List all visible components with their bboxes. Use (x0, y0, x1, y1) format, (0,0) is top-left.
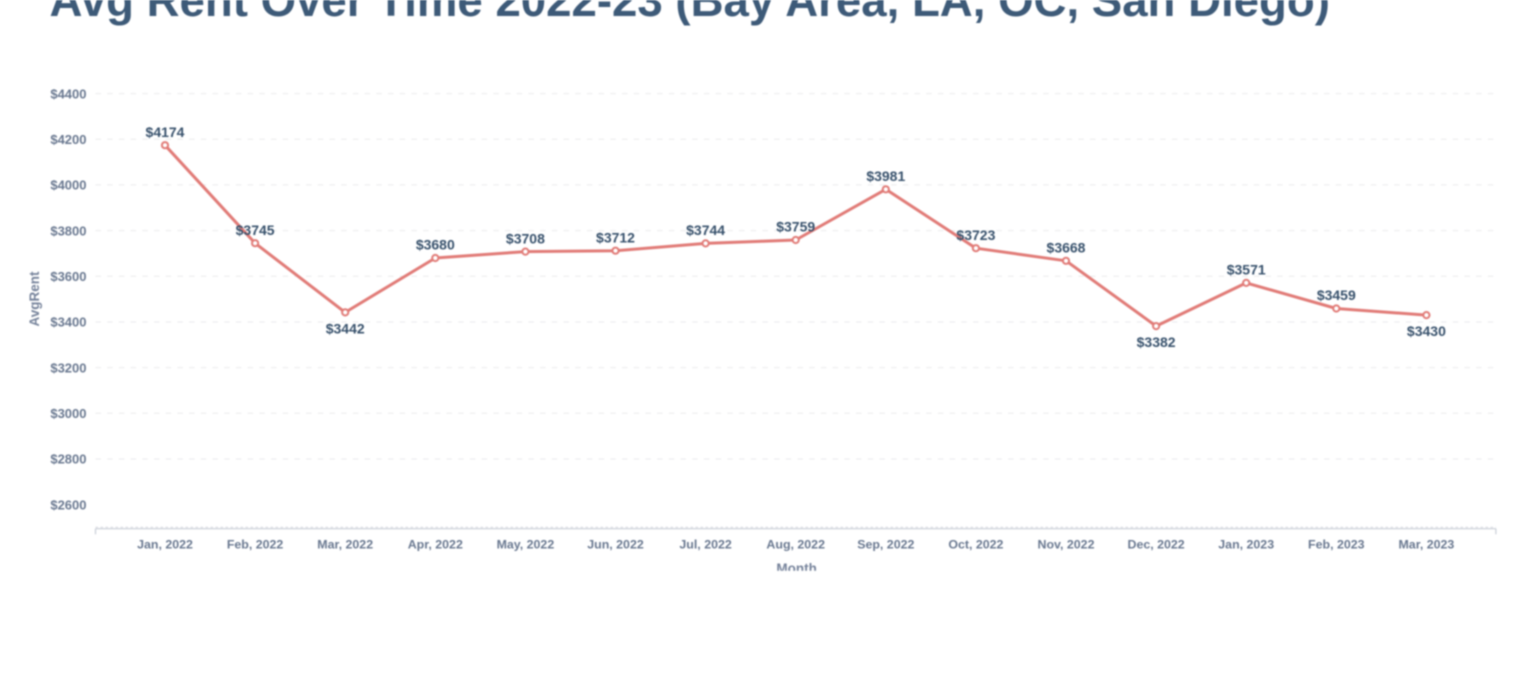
svg-text:Sep, 2022: Sep, 2022 (857, 537, 914, 551)
svg-text:Feb, 2022: Feb, 2022 (227, 537, 284, 551)
svg-text:$3759: $3759 (776, 219, 815, 235)
svg-text:$3745: $3745 (236, 222, 275, 238)
svg-text:Avg Rent Over Time 2022-23 (Ba: Avg Rent Over Time 2022-23 (Bay Area, LA… (50, 0, 1330, 26)
svg-text:Jan, 2022: Jan, 2022 (137, 537, 193, 551)
svg-text:Jun, 2022: Jun, 2022 (587, 537, 644, 551)
svg-text:$3800: $3800 (50, 223, 86, 238)
svg-text:$3723: $3723 (956, 227, 995, 243)
svg-text:$3571: $3571 (1227, 262, 1266, 278)
svg-text:Jan, 2023: Jan, 2023 (1218, 537, 1274, 551)
svg-text:$4200: $4200 (50, 132, 86, 147)
svg-text:Oct, 2022: Oct, 2022 (948, 537, 1003, 551)
svg-text:Mar, 2022: Mar, 2022 (317, 537, 373, 551)
svg-text:$4400: $4400 (50, 86, 86, 101)
svg-text:May, 2022: May, 2022 (497, 537, 555, 551)
svg-text:Nov, 2022: Nov, 2022 (1038, 537, 1095, 551)
svg-text:$3668: $3668 (1047, 240, 1086, 256)
svg-text:Apr, 2022: Apr, 2022 (408, 537, 463, 551)
svg-text:$3382: $3382 (1137, 334, 1176, 350)
svg-text:$2800: $2800 (50, 452, 86, 467)
svg-text:$3981: $3981 (866, 168, 905, 184)
svg-text:$3400: $3400 (50, 315, 86, 330)
svg-text:$3442: $3442 (326, 321, 365, 337)
svg-text:Aug, 2022: Aug, 2022 (766, 537, 825, 551)
svg-text:Feb, 2023: Feb, 2023 (1308, 537, 1365, 551)
svg-text:Jul, 2022: Jul, 2022 (679, 537, 731, 551)
svg-text:$3680: $3680 (416, 237, 455, 253)
svg-text:$3459: $3459 (1317, 287, 1356, 303)
svg-text:$3600: $3600 (50, 269, 86, 284)
svg-text:$4000: $4000 (50, 178, 86, 193)
svg-text:$3430: $3430 (1407, 323, 1446, 339)
svg-text:AvgRent: AvgRent (27, 271, 42, 327)
svg-text:$3000: $3000 (50, 406, 86, 421)
svg-text:Mar, 2023: Mar, 2023 (1398, 537, 1454, 551)
svg-text:$3200: $3200 (50, 360, 86, 375)
svg-text:$3744: $3744 (686, 222, 725, 238)
svg-text:Month: Month (776, 561, 816, 576)
svg-text:$3708: $3708 (506, 230, 545, 246)
svg-text:$3712: $3712 (596, 229, 635, 245)
svg-text:$2600: $2600 (50, 497, 86, 512)
svg-text:Dec, 2022: Dec, 2022 (1128, 537, 1185, 551)
svg-text:$4174: $4174 (146, 124, 185, 140)
